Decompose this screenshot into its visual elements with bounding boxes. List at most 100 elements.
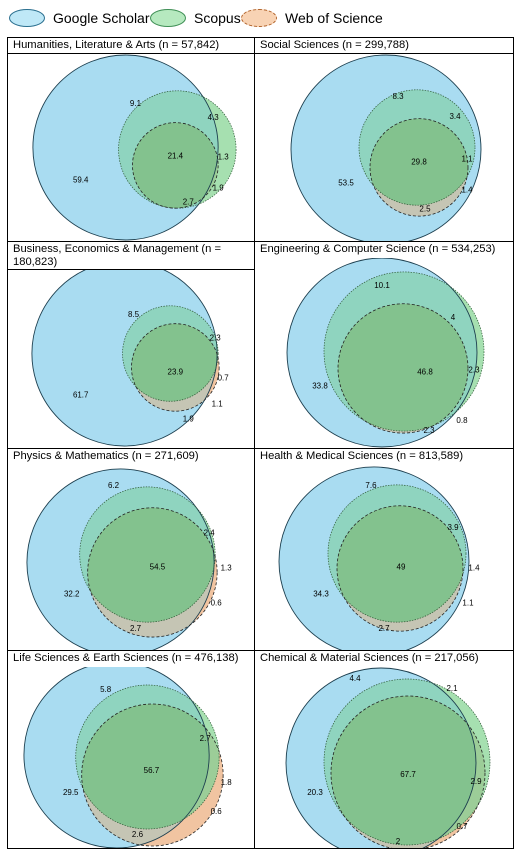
web-of-science-outline [369,118,469,217]
scopus-outline [323,678,491,846]
region-label-gs-wos: 2.7 [378,624,390,633]
region-label-scopus-wos: 2.9 [470,777,482,786]
region-label-gs-only: 29.5 [63,788,79,797]
scopus-outline [122,305,219,402]
panel-title: Engineering & Computer Science (n = 534,… [260,243,496,255]
region-label-scopus-only: 4 [451,313,456,322]
region-label-gs-wos: 2.5 [419,204,431,213]
region-label-gs-wos: 2 [396,837,401,846]
venn-panel-engineering: Engineering & Computer Science (n = 534,… [255,242,513,449]
region-label-all: 21.4 [168,152,184,161]
venn-body: 20.3 4.4 2.1 67.7 2.9 0.7 2 [255,667,513,848]
all-three-overlap [338,303,468,432]
google-scholar-swatch [9,9,45,27]
region-label-gs-only: 20.3 [307,788,323,797]
region-label-gs-scopus: 4.4 [349,674,361,683]
panel-title: Business, Economics & Management (n = 18… [8,242,254,270]
web-of-science-outline [81,703,224,847]
legend-label: Scopus [194,10,241,26]
web-of-science-outline [131,323,220,412]
region-label-scopus-only: 4.3 [208,113,220,122]
venn-panel-humanities: Humanities, Literature & Arts (n = 57,84… [8,38,255,242]
legend-item-google-scholar: Google Scholar [9,8,150,28]
web-of-science-swatch [241,9,277,27]
venn-body: 33.8 10.1 4 46.8 2.3 0.8 2.3 [255,258,513,448]
web-of-science-outline [87,507,218,638]
region-label-scopus-wos: 2.3 [468,366,480,375]
region-label-gs-wos: 2.6 [132,830,144,839]
google-scholar-outline [278,466,470,650]
region-label-gs-scopus: 5.8 [100,685,112,694]
google-scholar-outline [23,667,210,848]
venn-body: 29.5 5.8 2.7 56.7 1.8 0.6 2.6 [8,667,254,848]
region-label-all: 54.5 [150,563,166,572]
venn-body: 34.3 7.6 3.9 49 1.4 1.1 2.7 [255,465,513,650]
legend-label: Google Scholar [53,10,150,26]
region-label-gs-wos: 2.7 [183,197,195,206]
google-scholar-outline [26,468,215,650]
all-three-overlap [331,696,476,845]
region-label-scopus-wos: 1.3 [218,153,230,162]
region-label-scopus-only: 2.7 [200,734,212,743]
region-label-all: 49 [397,563,406,572]
venn-chart: 33.8 10.1 4 46.8 2.3 0.8 2.3 [286,258,485,448]
venn-body: 32.2 6.2 2.4 54.5 1.3 0.6 2.7 [8,465,254,650]
venn-chart: 32.2 6.2 2.4 54.5 1.3 0.6 2.7 [26,468,233,650]
scopus-outline [358,89,476,206]
panel-title: Humanities, Literature & Arts (n = 57,84… [8,38,254,54]
all-three-overlap [370,118,468,206]
legend-item-scopus: Scopus [150,8,241,28]
region-label-gs-scopus: 8.3 [392,92,404,101]
venn-panel-chemical: Chemical & Material Sciences (n = 217,05… [255,651,513,848]
region-label-wos-only: 0.7 [456,822,468,831]
region-label-gs-only: 34.3 [313,589,329,598]
region-label-scopus-only: 2.4 [204,529,216,538]
all-three-overlap [87,507,215,623]
region-label-wos-only: 1.9 [213,183,225,192]
region-label-scopus-only: 2.3 [210,334,222,343]
venn-panel-physics: Physics & Mathematics (n = 271,609) 32.2… [8,449,255,651]
all-three-overlap [131,323,218,402]
scopus-outline [75,684,220,830]
web-of-science-outline [336,505,464,632]
region-label-gs-scopus: 10.1 [374,281,390,290]
venn-panel-health: Health & Medical Sciences (n = 813,589) … [255,449,513,651]
region-label-all: 56.7 [144,766,160,775]
google-scholar-outline [32,54,219,241]
region-label-scopus-only: 2.1 [446,684,458,693]
region-label-wos-only: 1.1 [462,598,474,607]
region-label-all: 23.9 [168,368,184,377]
venn-chart: 53.5 8.3 3.4 29.8 1.1 1.4 2.5 [290,54,482,241]
region-label-scopus-wos: 0.7 [218,374,230,383]
region-label-wos-only: 1.1 [212,399,224,408]
scopus-swatch [150,9,186,27]
region-label-all: 46.8 [417,368,433,377]
region-label-all: 29.8 [411,158,427,167]
panel-title: Social Sciences (n = 299,788) [255,38,513,54]
google-scholar-outline [290,54,482,241]
region-label-gs-scopus: 9.1 [130,99,142,108]
region-label-scopus-wos: 1.3 [221,564,233,573]
legend-item-web-of-science: Web of Science [241,8,383,28]
google-scholar-outline [286,258,478,448]
panel-title: Physics & Mathematics (n = 271,609) [13,450,199,462]
venn-chart: 59.4 9.1 4.3 21.4 1.3 1.9 2.7 [32,54,237,241]
venn-panel-life-sciences: Life Sciences & Earth Sciences (n = 476,… [8,651,255,848]
region-label-scopus-wos: 1.4 [468,564,480,573]
region-label-gs-only: 32.2 [64,589,80,598]
region-label-gs-wos: 2.7 [130,624,142,633]
region-label-gs-only: 61.7 [73,390,89,399]
venn-panel-social-sciences: Social Sciences (n = 299,788) 53.5 8.3 3.4… [255,38,513,242]
all-three-overlap [132,122,219,209]
region-label-gs-wos: 1.9 [183,414,195,423]
region-label-gs-only: 53.5 [338,178,354,187]
region-label-gs-scopus: 7.6 [365,481,377,490]
venn-body: 59.4 9.1 4.3 21.4 1.3 1.9 2.7 [8,54,254,241]
venn-diagram-grid: Humanities, Literature & Arts (n = 57,84… [7,37,514,849]
legend-label: Web of Science [285,10,383,26]
venn-panel-business: Business, Economics & Management (n = 18… [8,242,255,449]
region-label-gs-scopus: 8.5 [128,310,140,319]
region-label-scopus-only: 3.4 [449,112,461,121]
region-label-gs-scopus: 6.2 [108,481,120,490]
web-of-science-outline [330,695,486,848]
